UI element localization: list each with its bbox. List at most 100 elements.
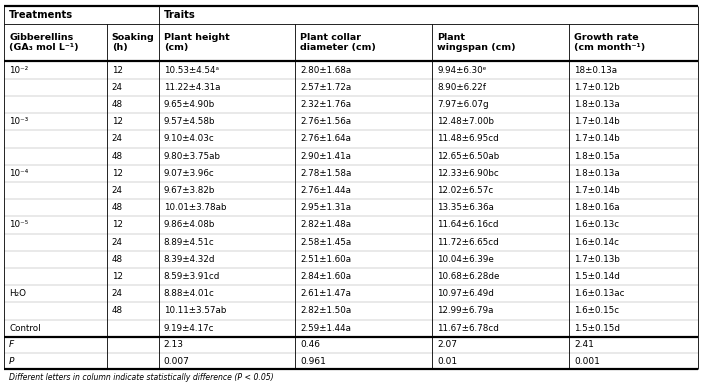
Text: 9.80±3.75ab: 9.80±3.75ab <box>164 152 220 161</box>
Text: 12: 12 <box>112 221 123 230</box>
Text: 8.88±4.01c: 8.88±4.01c <box>164 289 215 298</box>
Text: 48: 48 <box>112 255 123 264</box>
Text: Traits: Traits <box>164 10 196 20</box>
Text: 2.84±1.60a: 2.84±1.60a <box>300 272 352 281</box>
Text: H₂O: H₂O <box>9 289 26 298</box>
Text: 2.76±1.56a: 2.76±1.56a <box>300 117 352 126</box>
Text: 11.22±4.31a: 11.22±4.31a <box>164 83 220 92</box>
Text: 1.8±0.13a: 1.8±0.13a <box>574 169 620 178</box>
Text: 9.65±4.90b: 9.65±4.90b <box>164 100 215 109</box>
Text: 1.6±0.14c: 1.6±0.14c <box>574 238 619 247</box>
Text: 2.76±1.44a: 2.76±1.44a <box>300 186 352 195</box>
Text: 24: 24 <box>112 238 123 247</box>
Text: Soaking
(h): Soaking (h) <box>112 33 154 52</box>
Text: 1.5±0.14d: 1.5±0.14d <box>574 272 620 281</box>
Text: 11.72±6.65cd: 11.72±6.65cd <box>437 238 499 247</box>
Text: 1.6±0.13ac: 1.6±0.13ac <box>574 289 624 298</box>
Text: 12.33±6.90bc: 12.33±6.90bc <box>437 169 499 178</box>
Text: 10⁻⁴: 10⁻⁴ <box>9 169 28 178</box>
Text: 1.7±0.14b: 1.7±0.14b <box>574 135 620 143</box>
Text: 8.39±4.32d: 8.39±4.32d <box>164 255 216 264</box>
Text: 11.64±6.16cd: 11.64±6.16cd <box>437 221 498 230</box>
Text: 24: 24 <box>112 83 123 92</box>
Text: 2.59±1.44a: 2.59±1.44a <box>300 324 352 333</box>
Text: 1.8±0.15a: 1.8±0.15a <box>574 152 620 161</box>
Text: 10.53±4.54ᵃ: 10.53±4.54ᵃ <box>164 66 219 75</box>
Text: 1.5±0.15d: 1.5±0.15d <box>574 324 620 333</box>
Text: 2.90±1.41a: 2.90±1.41a <box>300 152 352 161</box>
Text: 2.58±1.45a: 2.58±1.45a <box>300 238 352 247</box>
Text: Plant collar
diameter (cm): Plant collar diameter (cm) <box>300 33 376 52</box>
Text: 8.90±6.22f: 8.90±6.22f <box>437 83 486 92</box>
Text: 1.8±0.13a: 1.8±0.13a <box>574 100 620 109</box>
Text: 12: 12 <box>112 169 123 178</box>
Text: 2.32±1.76a: 2.32±1.76a <box>300 100 352 109</box>
Text: P: P <box>9 357 14 366</box>
Text: Treatments: Treatments <box>9 10 73 20</box>
Text: 2.82±1.48a: 2.82±1.48a <box>300 221 352 230</box>
Text: 12.65±6.50ab: 12.65±6.50ab <box>437 152 499 161</box>
Text: 10.97±6.49d: 10.97±6.49d <box>437 289 494 298</box>
Text: 13.35±6.36a: 13.35±6.36a <box>437 203 494 212</box>
Text: 24: 24 <box>112 289 123 298</box>
Text: 2.41: 2.41 <box>574 340 594 349</box>
Text: 0.46: 0.46 <box>300 340 321 349</box>
Text: 10⁻²: 10⁻² <box>9 66 28 75</box>
Text: 1.7±0.14b: 1.7±0.14b <box>574 117 620 126</box>
Text: Plant height
(cm): Plant height (cm) <box>164 33 230 52</box>
Text: 12.02±6.57c: 12.02±6.57c <box>437 186 494 195</box>
Text: 2.07: 2.07 <box>437 340 457 349</box>
Text: Growth rate
(cm month⁻¹): Growth rate (cm month⁻¹) <box>574 33 645 52</box>
Text: 10⁻³: 10⁻³ <box>9 117 28 126</box>
Text: 48: 48 <box>112 203 123 212</box>
Text: 2.76±1.64a: 2.76±1.64a <box>300 135 352 143</box>
Text: 12: 12 <box>112 117 123 126</box>
Text: 18±0.13a: 18±0.13a <box>574 66 617 75</box>
Text: 2.13: 2.13 <box>164 340 184 349</box>
Text: Control: Control <box>9 324 41 333</box>
Text: 10.04±6.39e: 10.04±6.39e <box>437 255 494 264</box>
Text: 9.10±4.03c: 9.10±4.03c <box>164 135 215 143</box>
Text: 1.7±0.13b: 1.7±0.13b <box>574 255 620 264</box>
Text: 0.007: 0.007 <box>164 357 190 366</box>
Text: 9.57±4.58b: 9.57±4.58b <box>164 117 216 126</box>
Text: 24: 24 <box>112 135 123 143</box>
Text: 7.97±6.07g: 7.97±6.07g <box>437 100 489 109</box>
Text: 10.01±3.78ab: 10.01±3.78ab <box>164 203 226 212</box>
Text: 2.78±1.58a: 2.78±1.58a <box>300 169 352 178</box>
Text: 0.01: 0.01 <box>437 357 457 366</box>
Text: 1.7±0.14b: 1.7±0.14b <box>574 186 620 195</box>
Text: 1.6±0.13c: 1.6±0.13c <box>574 221 619 230</box>
Text: 2.51±1.60a: 2.51±1.60a <box>300 255 352 264</box>
Text: 9.07±3.96c: 9.07±3.96c <box>164 169 215 178</box>
Text: Gibberellins
(GA₃ mol L⁻¹): Gibberellins (GA₃ mol L⁻¹) <box>9 33 79 52</box>
Text: 8.59±3.91cd: 8.59±3.91cd <box>164 272 220 281</box>
Text: Plant
wingspan (cm): Plant wingspan (cm) <box>437 33 516 52</box>
Text: 48: 48 <box>112 307 123 316</box>
Text: 10.68±6.28de: 10.68±6.28de <box>437 272 500 281</box>
Text: 0.961: 0.961 <box>300 357 326 366</box>
Text: 10⁻⁵: 10⁻⁵ <box>9 221 28 230</box>
Text: F: F <box>9 340 14 349</box>
Text: 2.61±1.47a: 2.61±1.47a <box>300 289 352 298</box>
Text: 11.67±6.78cd: 11.67±6.78cd <box>437 324 499 333</box>
Text: 48: 48 <box>112 152 123 161</box>
Text: 9.94±6.30ᵉ: 9.94±6.30ᵉ <box>437 66 486 75</box>
Text: 1.6±0.15c: 1.6±0.15c <box>574 307 619 316</box>
Text: 0.001: 0.001 <box>574 357 600 366</box>
Text: 2.82±1.50a: 2.82±1.50a <box>300 307 352 316</box>
Text: 2.80±1.68a: 2.80±1.68a <box>300 66 352 75</box>
Text: 8.89±4.51c: 8.89±4.51c <box>164 238 215 247</box>
Text: 9.67±3.82b: 9.67±3.82b <box>164 186 215 195</box>
Text: 1.8±0.16a: 1.8±0.16a <box>574 203 620 212</box>
Text: 48: 48 <box>112 100 123 109</box>
Text: 24: 24 <box>112 186 123 195</box>
Text: 11.48±6.95cd: 11.48±6.95cd <box>437 135 499 143</box>
Text: 2.95±1.31a: 2.95±1.31a <box>300 203 352 212</box>
Text: 1.7±0.12b: 1.7±0.12b <box>574 83 620 92</box>
Text: 12: 12 <box>112 272 123 281</box>
Text: 12.99±6.79a: 12.99±6.79a <box>437 307 494 316</box>
Text: 12: 12 <box>112 66 123 75</box>
Text: 9.86±4.08b: 9.86±4.08b <box>164 221 215 230</box>
Text: 2.57±1.72a: 2.57±1.72a <box>300 83 352 92</box>
